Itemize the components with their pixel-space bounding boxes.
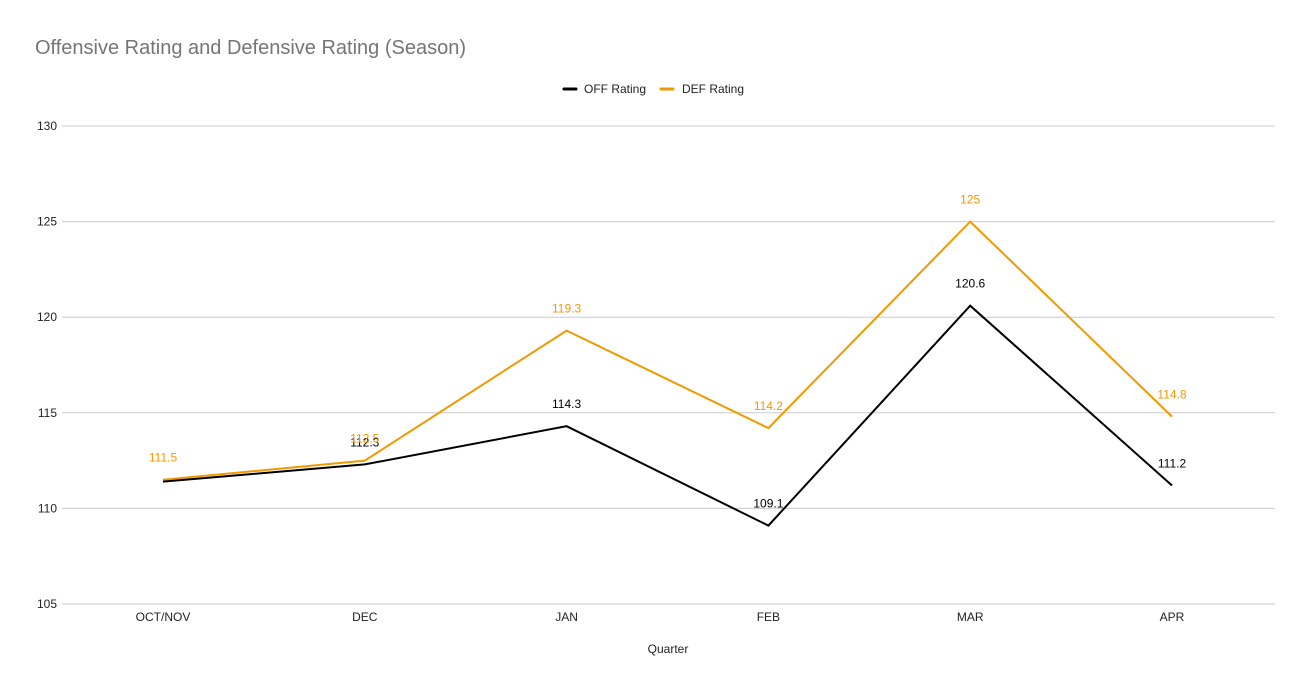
- data-label: 112.3: [350, 435, 379, 449]
- y-tick-label: 120: [37, 310, 57, 324]
- y-tick-label: 130: [37, 119, 57, 133]
- y-tick-label: 105: [37, 597, 57, 611]
- data-labels: 112.3 114.3 109.1 120.6 111.2 111.5 112.5 119.3…: [149, 193, 1187, 511]
- data-label: 114.8: [1157, 388, 1186, 402]
- legend-label: DEF Rating: [682, 82, 744, 96]
- y-axis-ticks: 105 110 115 120 125 130: [37, 119, 57, 611]
- data-label: 114.3: [552, 397, 581, 411]
- series-lines: [162, 220, 1173, 527]
- series-line-0: [162, 304, 1173, 527]
- data-label: 120.6: [955, 277, 985, 291]
- data-label: 112.5: [350, 432, 379, 446]
- x-tick-label: FEB: [757, 610, 780, 624]
- data-label: 111.5: [149, 451, 178, 465]
- chart-title: Offensive Rating and Defensive Rating (S…: [35, 37, 466, 59]
- x-tick-label: APR: [1160, 610, 1185, 624]
- y-tick-label: 115: [38, 406, 57, 420]
- x-tick-label: JAN: [555, 610, 578, 624]
- x-tick-label: OCT/NOV: [136, 610, 191, 624]
- y-tick-label: 125: [37, 215, 57, 229]
- data-label: 119.3: [552, 302, 581, 316]
- series-line-1: [162, 220, 1173, 481]
- x-axis-ticks: OCT/NOV DEC JAN FEB MAR APR: [136, 610, 1185, 624]
- x-tick-label: MAR: [957, 610, 984, 624]
- x-tick-label: DEC: [352, 610, 378, 624]
- gridlines: [62, 125, 1275, 605]
- y-tick-label: 110: [38, 501, 57, 515]
- legend-label: OFF Rating: [584, 82, 646, 96]
- x-axis-title: Quarter: [648, 642, 689, 656]
- data-label: 111.2: [1158, 456, 1187, 470]
- data-label: 109.1: [753, 497, 783, 511]
- legend: OFF Rating DEF Rating: [562, 82, 744, 96]
- data-label: 114.2: [754, 399, 783, 413]
- data-label: 125: [960, 193, 980, 207]
